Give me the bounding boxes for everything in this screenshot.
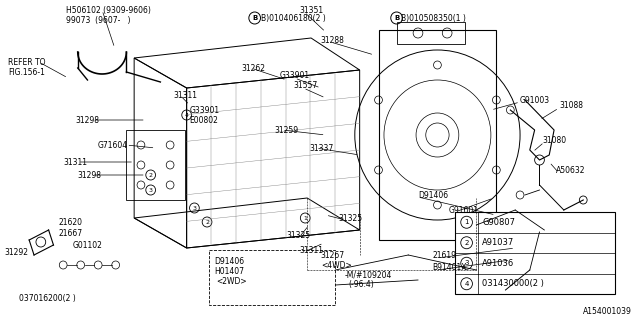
Text: G91003: G91003 xyxy=(520,95,550,105)
Text: <4WD>: <4WD> xyxy=(321,260,351,269)
Text: 31298: 31298 xyxy=(76,116,100,124)
Text: 2: 2 xyxy=(205,220,209,225)
Text: 4: 4 xyxy=(184,113,189,117)
Text: B91401X: B91401X xyxy=(433,263,467,273)
Text: 037016200(2 ): 037016200(2 ) xyxy=(19,293,76,302)
Text: H506102 (9309-9606): H506102 (9309-9606) xyxy=(66,5,151,14)
Text: A91037: A91037 xyxy=(482,238,515,247)
Text: G33901: G33901 xyxy=(189,106,220,115)
Text: 031430000(2 ): 031430000(2 ) xyxy=(482,279,544,288)
Text: 1: 1 xyxy=(465,219,469,225)
Text: 31292: 31292 xyxy=(5,247,29,257)
Text: 21667: 21667 xyxy=(58,228,83,237)
Text: B: B xyxy=(252,15,257,21)
Text: G71604: G71604 xyxy=(97,140,127,149)
Text: G01102: G01102 xyxy=(73,241,103,250)
Text: FIG.156-1: FIG.156-1 xyxy=(8,68,45,76)
Text: 31311: 31311 xyxy=(63,157,87,166)
Text: 31325: 31325 xyxy=(287,230,311,239)
Text: 31267: 31267 xyxy=(321,251,345,260)
Text: 31259: 31259 xyxy=(274,125,298,134)
Text: 31337: 31337 xyxy=(309,143,333,153)
Text: D91406: D91406 xyxy=(418,190,448,199)
Text: B: B xyxy=(394,15,399,21)
Text: 31288: 31288 xyxy=(321,36,345,44)
Text: -M/#109204: -M/#109204 xyxy=(345,270,392,279)
FancyBboxPatch shape xyxy=(455,212,615,294)
Text: 31311: 31311 xyxy=(173,91,197,100)
Text: 3: 3 xyxy=(193,205,196,211)
Text: REFER TO: REFER TO xyxy=(8,58,45,67)
Text: G33901: G33901 xyxy=(280,70,310,79)
Text: 31351: 31351 xyxy=(300,5,324,14)
Text: 21620: 21620 xyxy=(58,218,83,227)
Text: <2WD>: <2WD> xyxy=(216,277,246,286)
Text: A154001039: A154001039 xyxy=(583,308,632,316)
Text: 31557: 31557 xyxy=(294,81,318,90)
Text: 31080: 31080 xyxy=(543,135,566,145)
Text: 2: 2 xyxy=(148,172,153,178)
Text: 1: 1 xyxy=(303,215,307,220)
Text: 2: 2 xyxy=(465,240,468,246)
Text: E00802: E00802 xyxy=(189,116,218,124)
Text: G90807: G90807 xyxy=(482,218,515,227)
Text: 31325: 31325 xyxy=(339,213,362,222)
Text: 99073  (9607-   ): 99073 (9607- ) xyxy=(66,15,131,25)
Text: 31298: 31298 xyxy=(78,171,102,180)
Text: A50632: A50632 xyxy=(556,165,586,174)
Text: (-96.4): (-96.4) xyxy=(348,281,374,290)
Text: 31262: 31262 xyxy=(241,63,265,73)
Text: B)010406180(2 ): B)010406180(2 ) xyxy=(260,13,325,22)
Text: 21619: 21619 xyxy=(433,251,456,260)
Text: 31088: 31088 xyxy=(559,100,583,109)
Text: 31311: 31311 xyxy=(300,245,323,254)
Text: H01407: H01407 xyxy=(214,268,244,276)
Text: 3: 3 xyxy=(465,260,469,266)
Text: 4: 4 xyxy=(465,281,468,287)
Text: G91601: G91601 xyxy=(449,205,479,214)
Text: 3: 3 xyxy=(148,188,153,193)
Text: D91406: D91406 xyxy=(214,258,244,267)
Text: B)010508350(1 ): B)010508350(1 ) xyxy=(401,13,467,22)
Text: A91036: A91036 xyxy=(482,259,515,268)
